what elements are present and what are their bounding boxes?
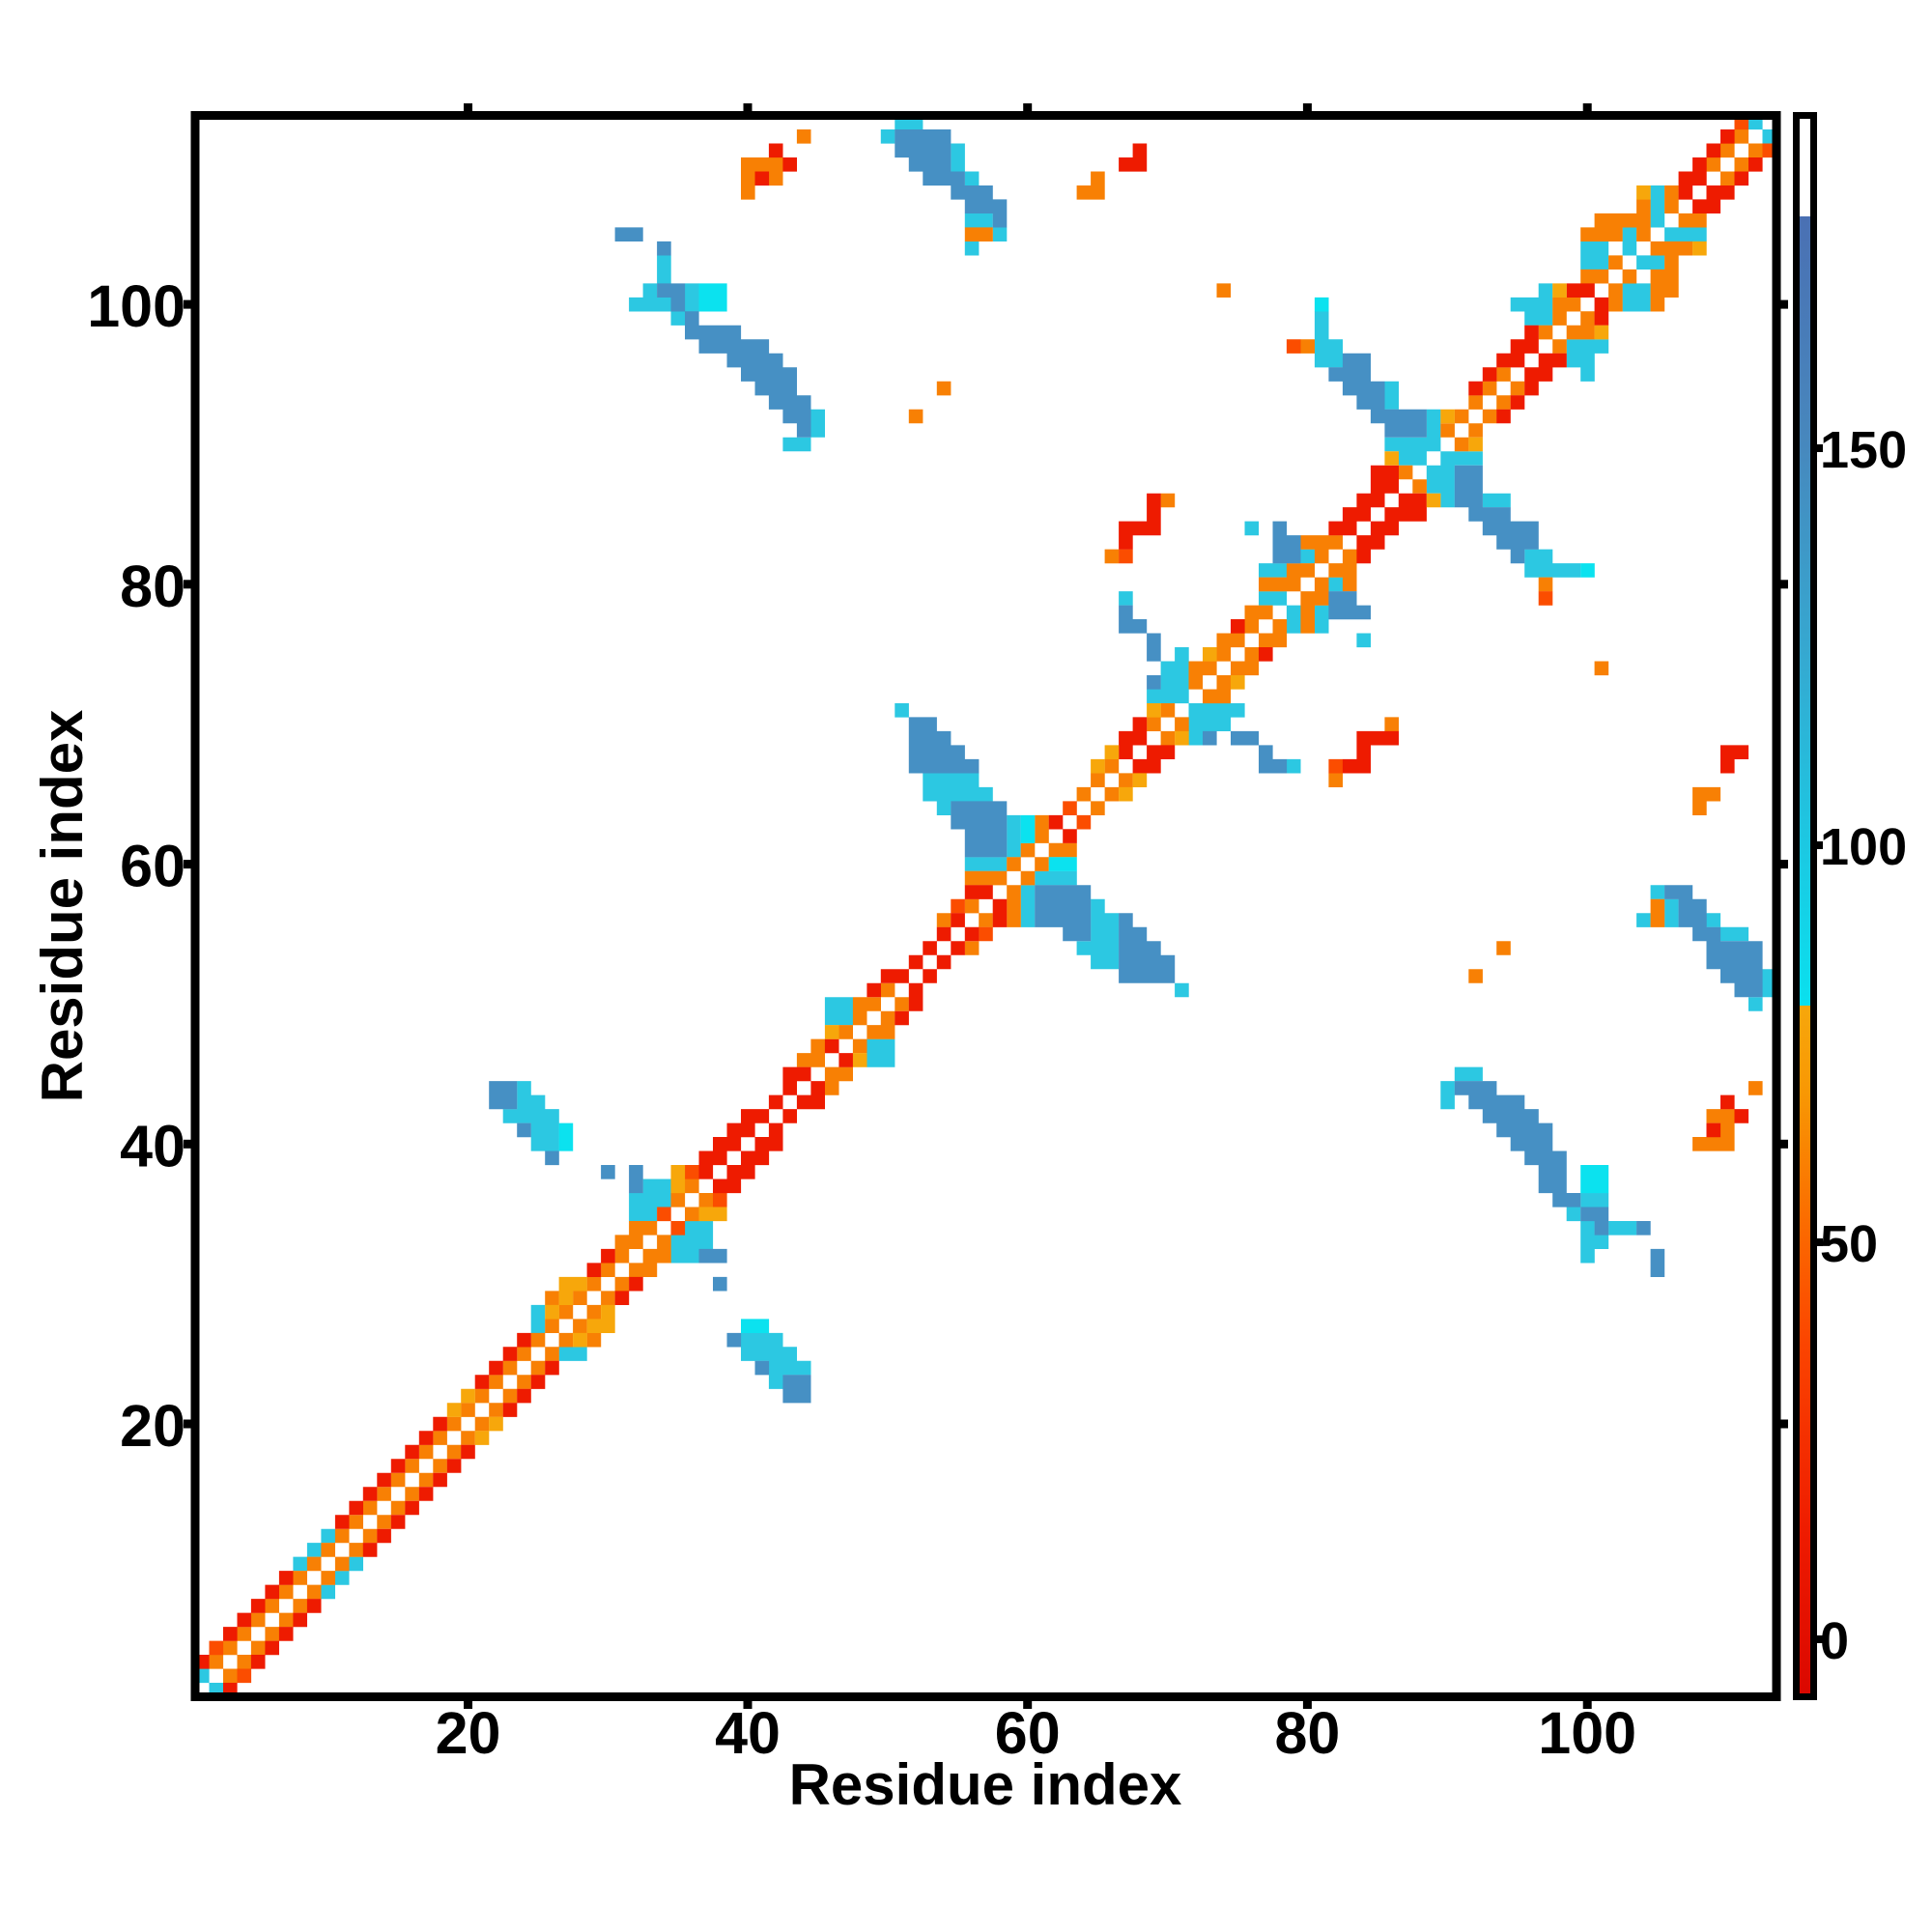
svg-text:60: 60 — [995, 1700, 1061, 1766]
svg-text:80: 80 — [120, 554, 185, 619]
svg-text:100: 100 — [1538, 1700, 1636, 1766]
svg-text:150: 150 — [1820, 421, 1907, 479]
svg-text:0: 0 — [1820, 1612, 1849, 1670]
svg-text:60: 60 — [120, 834, 185, 899]
svg-text:40: 40 — [715, 1700, 781, 1766]
svg-text:Residue index: Residue index — [789, 1752, 1182, 1817]
svg-text:Residue index: Residue index — [30, 710, 95, 1103]
svg-text:80: 80 — [1274, 1700, 1340, 1766]
svg-text:20: 20 — [436, 1700, 501, 1766]
svg-text:50: 50 — [1820, 1215, 1878, 1273]
svg-text:100: 100 — [1820, 818, 1907, 876]
svg-text:20: 20 — [120, 1393, 185, 1459]
svg-text:40: 40 — [120, 1113, 185, 1179]
svg-text:100: 100 — [87, 273, 185, 339]
